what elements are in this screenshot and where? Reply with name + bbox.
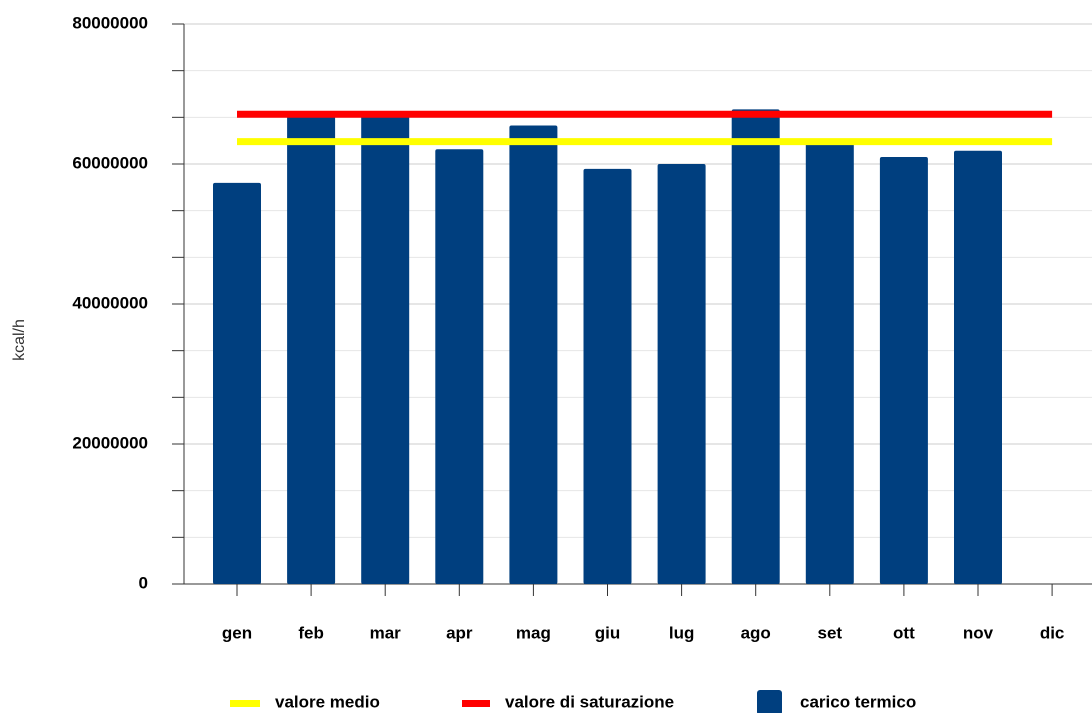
bar	[805, 140, 854, 584]
bar	[361, 111, 410, 584]
x-tick-label: set	[818, 623, 843, 642]
legend-label: valore medio	[275, 692, 380, 711]
y-axis-label: kcal/h	[11, 319, 28, 361]
bar	[583, 168, 632, 584]
x-tick-label: nov	[963, 623, 994, 642]
bar	[509, 125, 558, 584]
x-tick-label: ago	[741, 623, 771, 642]
bar	[879, 157, 928, 584]
y-tick-label: 0	[139, 573, 148, 592]
x-tick-label: mar	[370, 623, 402, 642]
x-tick-label: lug	[669, 623, 695, 642]
legend-swatch	[462, 700, 490, 707]
legend-label: carico termico	[800, 692, 916, 711]
bar	[731, 109, 780, 585]
bar	[213, 182, 261, 584]
legend-swatch	[230, 700, 260, 707]
bar	[435, 149, 484, 585]
x-tick-label: gen	[222, 623, 252, 642]
bar	[657, 164, 706, 584]
x-tick-label: ott	[893, 623, 915, 642]
x-tick-label: dic	[1040, 623, 1065, 642]
legend-label: valore di saturazione	[505, 692, 674, 711]
x-tick-label: feb	[298, 623, 324, 642]
y-tick-label: 20000000	[72, 433, 148, 452]
y-tick-label: 80000000	[72, 13, 148, 32]
x-tick-label: apr	[446, 623, 473, 642]
x-tick-label: mag	[516, 623, 551, 642]
legend-swatch	[757, 690, 782, 715]
x-tick-label: giu	[595, 623, 621, 642]
y-tick-label: 60000000	[72, 153, 148, 172]
y-tick-label: 40000000	[72, 293, 148, 312]
bar	[954, 150, 1002, 584]
bar	[287, 111, 336, 584]
